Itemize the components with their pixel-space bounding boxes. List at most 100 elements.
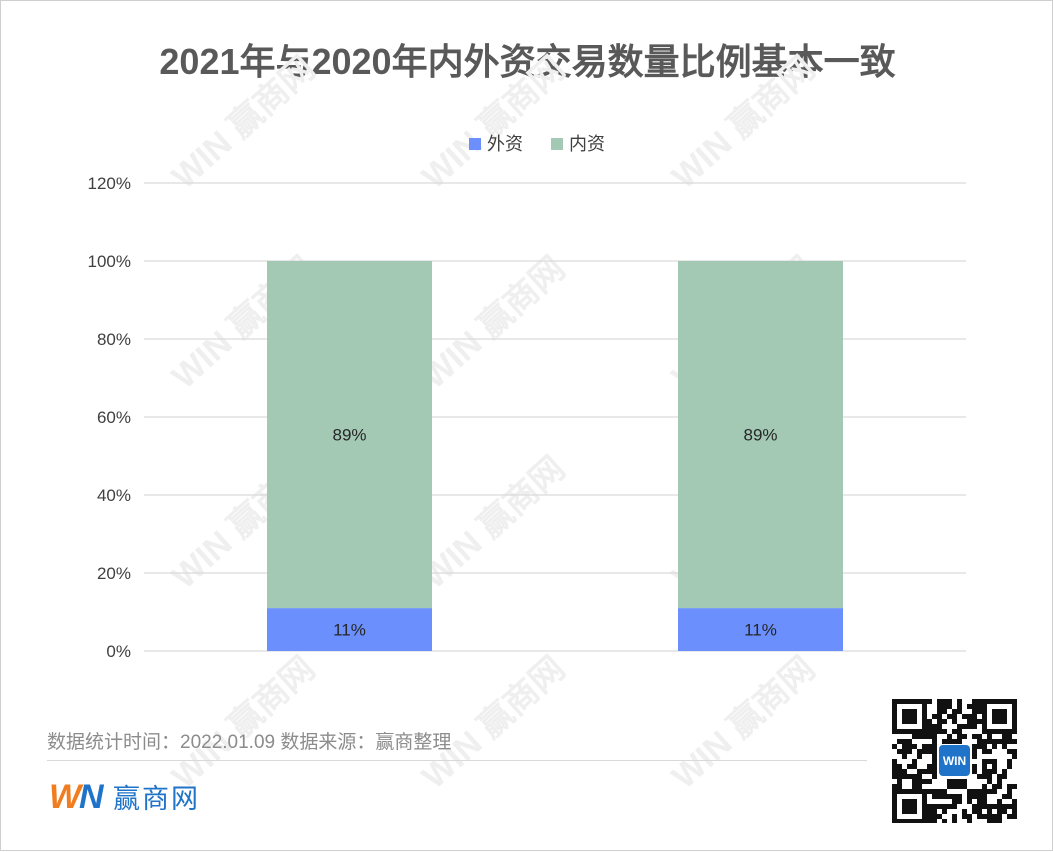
qr-module <box>922 779 927 784</box>
qr-module <box>937 814 942 819</box>
qr-module <box>947 704 952 709</box>
qr-module <box>897 769 902 774</box>
qr-module <box>927 724 932 729</box>
qr-module <box>962 714 967 719</box>
qr-module <box>897 764 902 769</box>
qr-center-logo <box>939 745 970 776</box>
qr-module <box>947 794 952 799</box>
qr-module <box>982 764 987 769</box>
qr-module <box>897 774 902 779</box>
qr-module <box>952 814 957 819</box>
y-tick-label: 0% <box>106 642 131 661</box>
qr-module <box>972 804 977 809</box>
qr-module <box>982 774 987 779</box>
qr-module <box>912 744 917 749</box>
qr-module <box>932 814 937 819</box>
qr-module <box>927 779 932 784</box>
bar-segment <box>267 608 432 651</box>
data-label: 11% <box>744 621 777 640</box>
qr-module <box>942 804 947 809</box>
qr-module <box>952 714 957 719</box>
qr-center-logo-text: WIN <box>943 754 966 768</box>
qr-module <box>902 754 907 759</box>
qr-module <box>1007 794 1012 799</box>
data-label: 89% <box>743 426 777 445</box>
qr-module <box>927 744 932 749</box>
qr-module <box>972 704 977 709</box>
qr-module <box>957 709 962 714</box>
qr-module <box>997 809 1002 814</box>
qr-module <box>977 719 982 724</box>
qr-module <box>972 744 977 749</box>
qr-module <box>1007 764 1012 769</box>
qr-module <box>912 784 917 789</box>
qr-module <box>892 769 897 774</box>
qr-module <box>932 729 937 734</box>
bar-segment <box>678 608 843 651</box>
qr-module <box>932 764 937 769</box>
qr-module <box>932 739 937 744</box>
qr-module <box>1012 809 1017 814</box>
qr-module <box>932 724 937 729</box>
data-source-note: 数据统计时间：2022.01.09 数据来源：赢商整理 <box>47 732 452 753</box>
qr-module <box>972 789 977 794</box>
qr-module <box>902 769 907 774</box>
data-label: 89% <box>332 426 366 445</box>
qr-module <box>952 804 957 809</box>
footer-divider <box>47 760 867 761</box>
brand-logo: W N 赢商网 <box>49 776 200 816</box>
qr-module <box>992 769 997 774</box>
qr-module <box>897 784 902 789</box>
qr-module <box>987 774 992 779</box>
qr-module <box>957 799 962 804</box>
qr-module <box>902 739 907 744</box>
qr-module <box>952 779 957 784</box>
watermark: WIN 赢商网 <box>164 649 322 797</box>
qr-module <box>967 794 972 799</box>
qr-finder <box>992 709 1007 724</box>
qr-module <box>987 814 992 819</box>
qr-module <box>1012 749 1017 754</box>
qr-module <box>942 704 947 709</box>
watermark: WIN 赢商网 <box>414 249 572 397</box>
qr-module <box>957 794 962 799</box>
qr-module <box>1002 739 1007 744</box>
qr-module <box>987 819 992 823</box>
qr-module <box>907 764 912 769</box>
qr-module <box>937 729 942 734</box>
qr-module <box>972 769 977 774</box>
qr-module <box>972 719 977 724</box>
qr-module <box>952 799 957 804</box>
watermark: WIN 赢商网 <box>414 649 572 797</box>
qr-module <box>947 714 952 719</box>
qr-module <box>947 779 952 784</box>
qr-module <box>917 749 922 754</box>
qr-module <box>937 714 942 719</box>
qr-module <box>982 794 987 799</box>
qr-module <box>987 789 992 794</box>
qr-module <box>967 704 972 709</box>
qr-module <box>972 709 977 714</box>
qr-module <box>932 749 937 754</box>
data-label: 11% <box>333 621 366 640</box>
qr-module <box>957 779 962 784</box>
qr-module <box>967 799 972 804</box>
qr-module <box>972 809 977 814</box>
qr-module <box>972 794 977 799</box>
qr-module <box>932 714 937 719</box>
qr-module <box>927 819 932 823</box>
bar-segment <box>678 261 843 609</box>
qr-module <box>977 799 982 804</box>
qr-module <box>897 779 902 784</box>
qr-module <box>947 784 952 789</box>
qr-module <box>932 789 937 794</box>
qr-module <box>927 809 932 814</box>
y-tick-label: 80% <box>97 330 131 349</box>
qr-module <box>912 734 917 739</box>
qr-module <box>907 744 912 749</box>
qr-module <box>952 719 957 724</box>
qr-module <box>937 724 942 729</box>
y-tick-label: 60% <box>97 408 131 427</box>
